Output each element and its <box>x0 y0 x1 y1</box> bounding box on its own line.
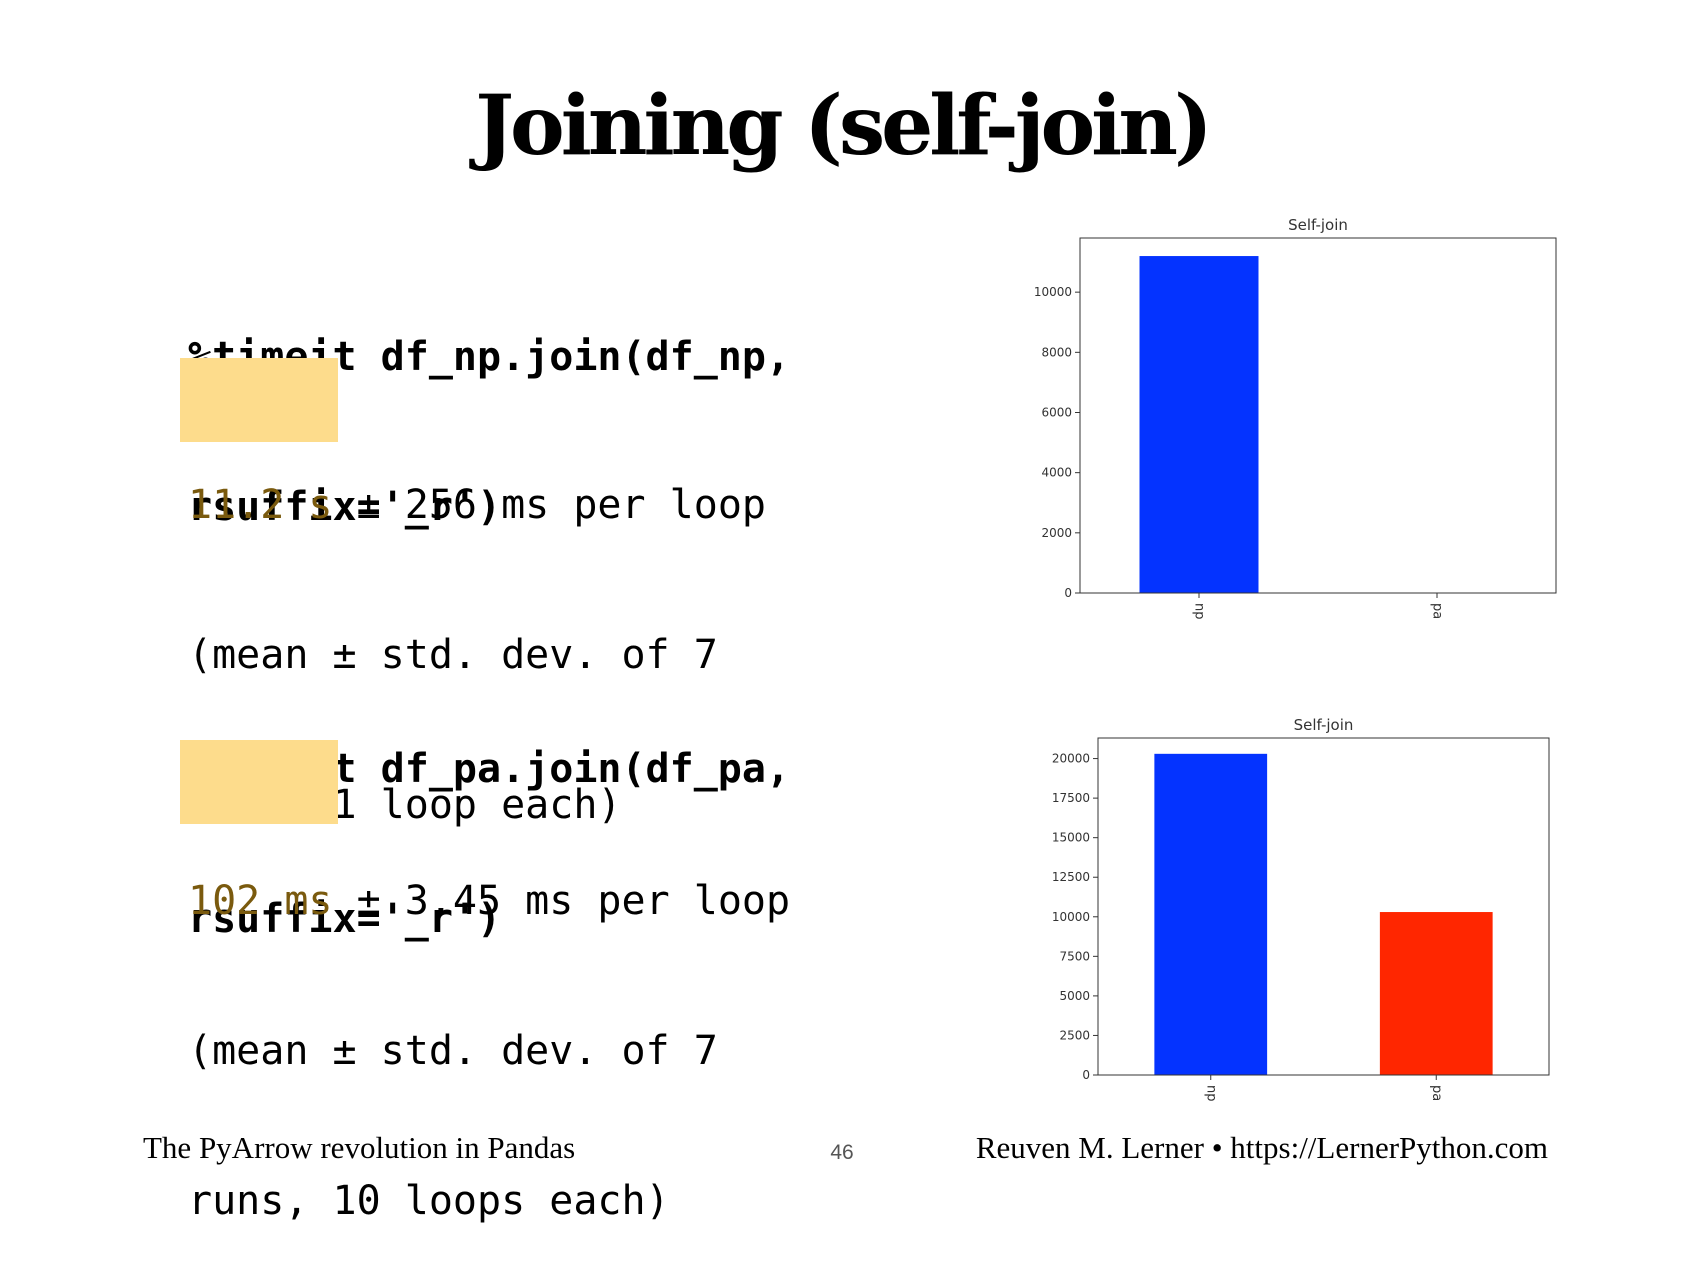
chart2-ytick: 10000 <box>1052 910 1090 924</box>
self-join-chart-1: Self-join np pa 0 2000 4000 6000 8000 10000 <box>1034 216 1557 620</box>
result-pa: 102 ms ± 3.45 ms per loop (mean ± std. d… <box>188 776 790 1276</box>
result-pa-line3: runs, 10 loops each) <box>188 1178 670 1224</box>
chart2-ytick: 7500 <box>1059 949 1090 963</box>
self-join-chart-2: Self-join np pa 0 2500 5000 7500 10000 12500 1500… <box>1052 716 1550 1102</box>
chart1-ytick: 2000 <box>1041 526 1072 540</box>
chart1-ytick: 10000 <box>1034 285 1072 299</box>
chart1-bar-np <box>1139 256 1259 593</box>
chart1-title: Self-join <box>1288 216 1348 234</box>
chart2-ytick: 5000 <box>1059 989 1090 1003</box>
chart1-ytick: 0 <box>1064 586 1072 600</box>
chart2-title: Self-join <box>1294 716 1354 734</box>
slide-title: Joining (self-join) <box>475 78 1213 174</box>
result-pa-rest: ± 3.45 ms per loop <box>332 878 791 924</box>
chart1-ytick: 4000 <box>1041 466 1072 480</box>
chart2-bar-pa <box>1379 912 1493 1075</box>
result-pa-line2: (mean ± std. dev. of 7 <box>188 1028 718 1074</box>
chart2-ytick: 17500 <box>1052 791 1090 805</box>
chart1-ytick: 8000 <box>1041 345 1072 359</box>
result-np-highlight: 11.2 s <box>188 482 333 528</box>
chart2-ytick: 15000 <box>1052 831 1090 845</box>
chart2-ytick: 20000 <box>1052 752 1090 766</box>
highlight-pa-box <box>180 740 338 824</box>
highlight-np-box <box>180 358 338 442</box>
result-np-line2: (mean ± std. dev. of 7 <box>188 632 718 678</box>
chart1-xtick-pa: pa <box>1430 603 1445 619</box>
chart2-ytick: 0 <box>1082 1068 1090 1082</box>
page-number: 46 <box>830 1141 854 1164</box>
result-pa-highlight: 102 ms <box>188 878 333 924</box>
chart2-xtick-np: np <box>1203 1085 1218 1102</box>
chart2-plot-frame <box>1097 737 1550 1076</box>
chart2-ytick: 2500 <box>1059 1028 1090 1042</box>
code-np-line1: %timeit df_np.join(df_np, <box>188 334 791 380</box>
chart2-xtick-pa: pa <box>1429 1085 1444 1101</box>
code-np: %timeit df_np.join(df_np, rsuffix='_r') <box>188 232 790 582</box>
chart2-bar-np <box>1154 753 1268 1075</box>
footer-left: The PyArrow revolution in Pandas <box>143 1130 576 1165</box>
code-pa-line2: rsuffix='_r') <box>188 896 502 942</box>
result-np: 11.2 s ± 256 ms per loop (mean ± std. de… <box>188 380 766 880</box>
chart1-plot-frame <box>1079 237 1557 594</box>
result-np-rest: ± 256 ms per loop <box>332 482 766 528</box>
chart2-ytick: 12500 <box>1052 870 1090 884</box>
chart1-xtick-np: np <box>1192 603 1207 620</box>
chart1-ytick: 6000 <box>1041 405 1072 419</box>
code-np-line2: rsuffix='_r') <box>188 484 502 530</box>
footer-right: Reuven M. Lerner • https://LernerPython.… <box>975 1130 1548 1165</box>
